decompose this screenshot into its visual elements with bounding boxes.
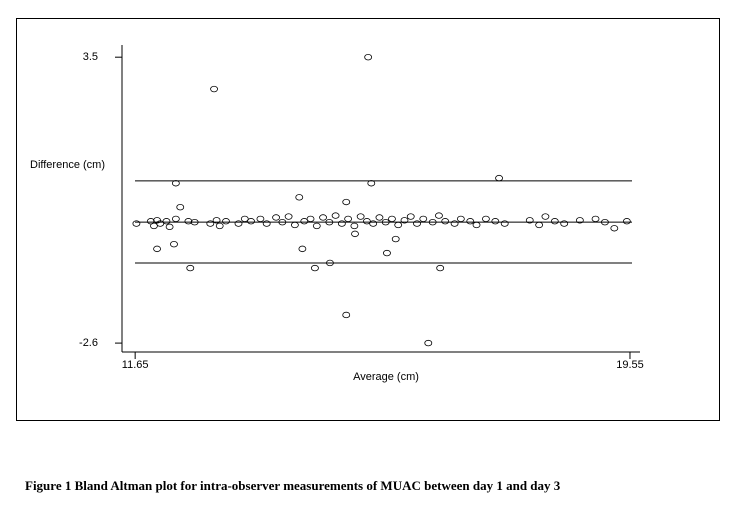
point — [190, 218, 199, 226]
point — [406, 213, 415, 220]
point — [375, 214, 384, 221]
point — [184, 218, 193, 225]
point — [367, 180, 376, 187]
point — [344, 215, 353, 223]
point — [441, 218, 450, 225]
point — [369, 220, 378, 227]
point — [342, 311, 351, 319]
point — [176, 203, 185, 211]
point — [132, 220, 141, 227]
point — [435, 212, 443, 219]
point — [342, 198, 351, 206]
point — [210, 85, 218, 93]
point — [350, 222, 359, 230]
point — [550, 218, 559, 225]
point — [525, 217, 534, 224]
point — [472, 221, 481, 229]
point — [491, 218, 500, 225]
point — [311, 264, 319, 272]
point — [436, 264, 445, 272]
point — [466, 218, 475, 225]
point — [591, 215, 600, 223]
point — [206, 220, 215, 227]
point — [247, 218, 255, 225]
point — [394, 221, 403, 229]
point — [419, 215, 428, 223]
point — [290, 221, 299, 229]
y-axis-label: Difference (cm) — [30, 159, 105, 171]
point — [456, 215, 465, 223]
point — [495, 174, 503, 182]
point — [381, 218, 390, 226]
point — [284, 213, 293, 220]
frame — [16, 18, 720, 421]
point — [424, 339, 433, 347]
point — [171, 215, 180, 223]
point — [306, 215, 315, 223]
point — [500, 220, 509, 227]
point — [331, 212, 340, 219]
point — [601, 218, 609, 226]
y-tick-label: 3.5 — [83, 51, 98, 63]
point — [319, 214, 327, 221]
point — [295, 194, 304, 201]
x-tick-label: 11.65 — [122, 359, 149, 371]
point — [312, 222, 321, 230]
point — [391, 235, 400, 243]
point — [388, 215, 396, 223]
point — [171, 180, 180, 187]
point — [428, 218, 437, 226]
x-tick-label: 19.55 — [616, 359, 644, 371]
point — [170, 240, 178, 248]
point — [215, 222, 224, 230]
x-axis-label: Average (cm) — [353, 371, 419, 383]
point — [165, 223, 174, 231]
point — [212, 217, 221, 224]
point — [351, 230, 359, 238]
point — [153, 245, 161, 253]
y-tick-label: -2.6 — [79, 337, 98, 349]
point — [622, 218, 631, 225]
point — [610, 225, 619, 232]
point — [337, 220, 346, 227]
point — [326, 259, 334, 267]
caption: Figure 1 Bland Altman plot for intra-obs… — [25, 478, 561, 493]
point — [234, 220, 243, 227]
point — [356, 213, 365, 220]
point — [262, 220, 271, 227]
point — [325, 218, 334, 226]
point — [272, 214, 280, 221]
point — [278, 218, 287, 226]
point — [256, 215, 265, 223]
point — [383, 249, 391, 257]
point — [222, 218, 230, 225]
point — [541, 213, 550, 220]
point — [162, 218, 171, 225]
point — [575, 217, 584, 224]
point — [298, 245, 307, 253]
point — [535, 221, 544, 229]
point — [482, 215, 490, 223]
point — [560, 220, 569, 227]
point — [450, 220, 459, 227]
point — [413, 220, 421, 227]
point — [364, 53, 373, 61]
point — [400, 217, 409, 224]
point — [186, 264, 195, 272]
